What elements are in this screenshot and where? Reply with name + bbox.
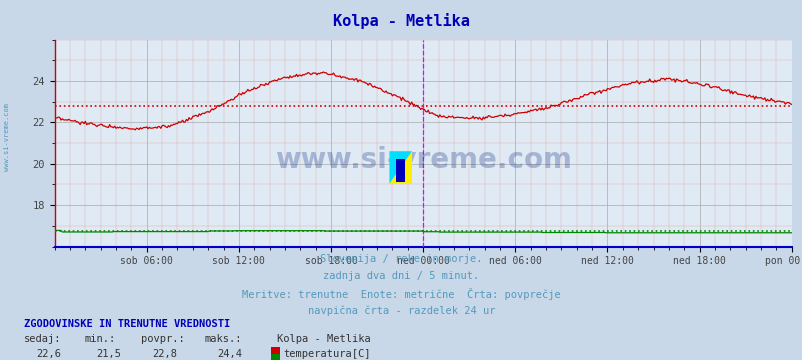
Text: navpična črta - razdelek 24 ur: navpična črta - razdelek 24 ur (307, 306, 495, 316)
Text: temperatura[C]: temperatura[C] (283, 349, 371, 359)
Text: www.si-vreme.com: www.si-vreme.com (274, 146, 571, 174)
Text: sedaj:: sedaj: (24, 334, 62, 344)
Text: Slovenija / reke in morje.: Slovenija / reke in morje. (320, 254, 482, 264)
Text: min.:: min.: (84, 334, 115, 344)
Polygon shape (389, 151, 411, 184)
Text: Kolpa - Metlika: Kolpa - Metlika (333, 13, 469, 28)
Text: zadnja dva dni / 5 minut.: zadnja dva dni / 5 minut. (323, 271, 479, 281)
Text: 24,4: 24,4 (217, 349, 241, 359)
Text: Meritve: trenutne  Enote: metrične  Črta: povprečje: Meritve: trenutne Enote: metrične Črta: … (242, 288, 560, 300)
Text: 22,6: 22,6 (36, 349, 61, 359)
Text: maks.:: maks.: (205, 334, 242, 344)
Text: Kolpa - Metlika: Kolpa - Metlika (277, 334, 371, 344)
Text: povpr.:: povpr.: (140, 334, 184, 344)
Text: ZGODOVINSKE IN TRENUTNE VREDNOSTI: ZGODOVINSKE IN TRENUTNE VREDNOSTI (24, 319, 230, 329)
Text: 21,5: 21,5 (96, 349, 121, 359)
Text: 22,8: 22,8 (152, 349, 177, 359)
Text: www.si-vreme.com: www.si-vreme.com (4, 103, 10, 171)
FancyBboxPatch shape (395, 159, 405, 182)
Polygon shape (389, 151, 411, 184)
